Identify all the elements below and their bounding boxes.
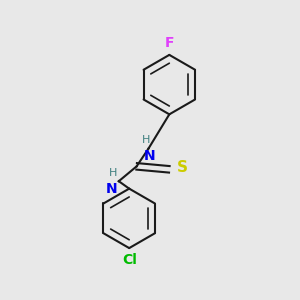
- Text: S: S: [177, 160, 188, 175]
- Text: F: F: [165, 35, 174, 50]
- Text: N: N: [144, 149, 156, 163]
- Text: H: H: [142, 135, 150, 145]
- Text: Cl: Cl: [122, 254, 136, 267]
- Text: N: N: [106, 182, 117, 196]
- Text: H: H: [109, 168, 117, 178]
